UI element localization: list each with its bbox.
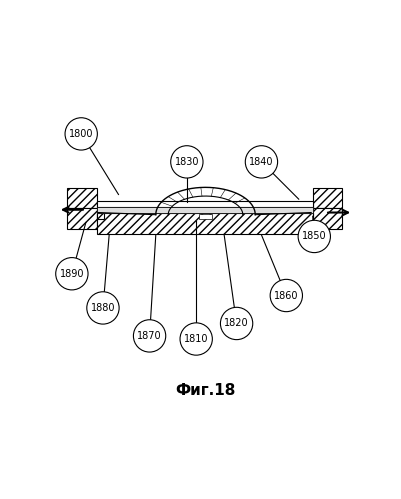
Bar xyxy=(97,207,313,213)
Bar xyxy=(199,214,212,219)
Text: 1840: 1840 xyxy=(249,157,274,167)
Bar xyxy=(97,213,313,235)
Text: 1880: 1880 xyxy=(91,303,115,313)
Bar xyxy=(97,213,103,220)
Circle shape xyxy=(245,146,277,178)
Circle shape xyxy=(270,279,302,312)
Text: 1890: 1890 xyxy=(60,269,84,279)
Circle shape xyxy=(87,292,119,324)
Text: 1850: 1850 xyxy=(302,232,326,242)
Text: 1860: 1860 xyxy=(274,290,299,300)
Bar xyxy=(313,188,342,209)
Text: 1830: 1830 xyxy=(174,157,199,167)
Text: Фиг.18: Фиг.18 xyxy=(175,383,236,398)
Circle shape xyxy=(221,307,253,340)
Bar xyxy=(97,201,313,207)
Text: 1820: 1820 xyxy=(224,318,249,328)
Bar xyxy=(313,209,342,229)
Text: 1800: 1800 xyxy=(69,129,93,139)
Circle shape xyxy=(56,257,88,290)
Bar xyxy=(67,209,97,229)
Text: 1870: 1870 xyxy=(137,331,162,341)
Circle shape xyxy=(298,220,330,252)
Circle shape xyxy=(171,146,203,178)
Circle shape xyxy=(65,118,97,150)
Bar xyxy=(67,188,97,209)
Circle shape xyxy=(180,323,213,355)
Text: 1810: 1810 xyxy=(184,334,209,344)
Circle shape xyxy=(134,320,166,352)
